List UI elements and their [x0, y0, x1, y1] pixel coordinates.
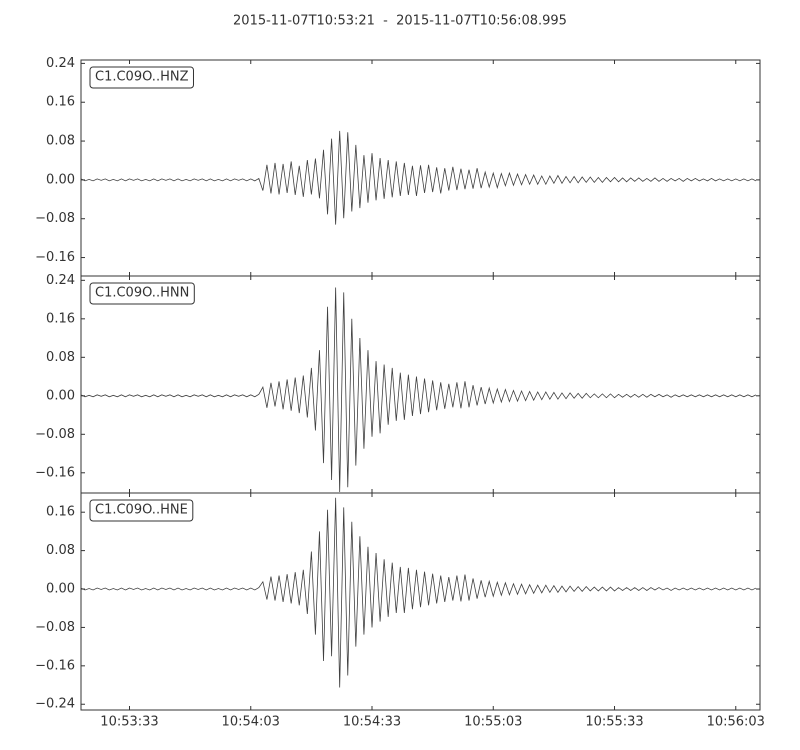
waveform [81, 287, 757, 493]
legend-box [89, 282, 195, 305]
y-tick-label: 0.16 [46, 95, 75, 110]
y-tick-label: −0.24 [35, 697, 75, 712]
panel-frame [80, 492, 761, 711]
y-tick-label: −0.16 [35, 250, 75, 265]
figure-title: 2015-11-07T10:53:21 - 2015-11-07T10:56:0… [233, 14, 567, 29]
legend-box [89, 499, 194, 522]
y-tick-label: 0.24 [46, 56, 75, 71]
y-tick-label: 0.00 [46, 582, 75, 597]
y-tick-label: −0.16 [35, 658, 75, 673]
legend-box [89, 66, 194, 89]
x-tick-label: 10:55:33 [585, 715, 643, 730]
x-tick-label: 10:54:03 [222, 715, 280, 730]
legend-label: C1.C09O..HNZ [95, 70, 189, 85]
panel-frame [80, 275, 761, 494]
y-tick-label: −0.08 [35, 427, 75, 442]
y-tick-label: 0.16 [46, 505, 75, 520]
waveform [81, 497, 757, 688]
y-tick-label: 0.24 [46, 273, 75, 288]
x-tick-label: 10:56:03 [707, 715, 765, 730]
y-tick-label: −0.08 [35, 211, 75, 226]
y-tick-label: 0.00 [46, 388, 75, 403]
legend-label: C1.C09O..HNN [95, 286, 189, 301]
y-tick-label: 0.08 [46, 134, 75, 149]
y-tick-label: 0.08 [46, 543, 75, 558]
y-tick-label: −0.08 [35, 620, 75, 635]
y-tick-label: −0.16 [35, 465, 75, 480]
waveform [81, 130, 757, 225]
y-tick-label: 0.16 [46, 311, 75, 326]
legend-label: C1.C09O..HNE [95, 503, 188, 518]
y-tick-label: 0.00 [46, 172, 75, 187]
x-tick-label: 10:55:03 [464, 715, 522, 730]
x-tick-label: 10:54:33 [343, 715, 401, 730]
x-tick-label: 10:53:33 [100, 715, 158, 730]
y-tick-label: 0.08 [46, 350, 75, 365]
